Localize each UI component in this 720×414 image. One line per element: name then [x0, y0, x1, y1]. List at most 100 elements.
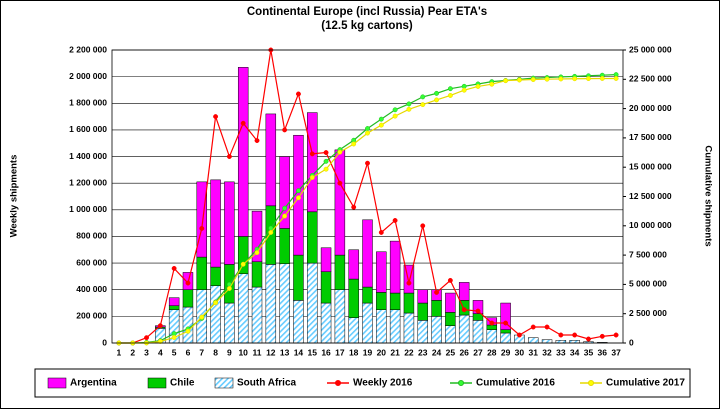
y2-tick-label: 17 500 000 [629, 132, 672, 142]
line-marker [503, 320, 509, 326]
x-tick-label: 2 [130, 347, 135, 357]
y2-tick-label: 5 000 000 [629, 279, 667, 289]
x-tick-label: 23 [418, 347, 428, 357]
x-tick-label: 37 [611, 347, 621, 357]
line-marker [282, 127, 288, 133]
y-tick-label: 1 600 000 [69, 124, 107, 134]
x-tick-label: 16 [321, 347, 331, 357]
line-marker [613, 332, 619, 338]
line-marker [447, 277, 453, 283]
bar [431, 316, 442, 344]
bar [472, 300, 484, 314]
x-tick-label: 25 [446, 347, 456, 357]
x-tick-label: 27 [473, 347, 483, 357]
line-marker [323, 166, 329, 172]
bar [458, 314, 470, 344]
y2-tick-label: 2 500 000 [629, 308, 667, 318]
line-marker [240, 261, 246, 267]
line-marker [613, 76, 619, 81]
bar [334, 149, 346, 256]
legend-label: Weekly 2016 [353, 378, 413, 389]
line-marker [406, 101, 412, 107]
bar [307, 262, 318, 344]
x-tick-label: 18 [349, 347, 359, 357]
y-tick-label: 2 200 000 [69, 44, 107, 54]
y2-tick-label: 0 [629, 337, 634, 347]
x-tick-label: 8 [213, 347, 218, 357]
bar [389, 240, 401, 294]
bar [334, 289, 346, 344]
line-marker [489, 81, 495, 87]
line-marker [157, 339, 163, 344]
bar [417, 289, 428, 304]
bar [210, 179, 221, 268]
line-marker [544, 324, 550, 330]
x-tick-label: 36 [598, 347, 608, 357]
bar [376, 251, 387, 293]
line-marker [157, 323, 163, 329]
bar [472, 320, 484, 344]
bar [168, 297, 180, 306]
bar [431, 300, 442, 317]
bar [458, 282, 470, 301]
line-marker [282, 213, 288, 219]
line-marker [572, 76, 578, 82]
line-marker [420, 223, 426, 229]
y-tick-label: 1 400 000 [69, 151, 107, 161]
x-tick-label: 33 [556, 347, 566, 357]
line-marker [586, 336, 591, 342]
bar [320, 247, 332, 272]
line-marker [351, 141, 357, 147]
bar [320, 271, 332, 304]
x-tick-label: 14 [294, 347, 304, 357]
x-tick-label: 6 [186, 347, 191, 357]
line-marker [447, 86, 453, 92]
bar [237, 273, 249, 344]
bar [348, 278, 359, 318]
bar [403, 292, 415, 314]
x-tick-label: 29 [501, 347, 511, 357]
y2-tick-label: 7 500 000 [629, 249, 667, 259]
bar [376, 309, 387, 344]
line-marker [309, 175, 315, 180]
legend-label: Argentina [70, 378, 117, 389]
x-tick-label: 26 [459, 347, 469, 357]
bar [293, 300, 304, 344]
y-tick-label: 1 200 000 [69, 177, 107, 187]
x-tick-label: 5 [172, 347, 177, 357]
x-tick-label: 24 [432, 347, 442, 357]
line-marker [171, 265, 177, 271]
x-tick-label: 35 [584, 347, 594, 357]
bar [486, 324, 498, 330]
line-marker [185, 328, 191, 334]
legend-swatch [214, 377, 234, 389]
y-tick-label: 400 000 [76, 284, 107, 294]
y2-tick-label: 22 500 000 [629, 74, 672, 84]
bar [403, 312, 415, 344]
line-marker [434, 289, 440, 295]
bar [445, 292, 456, 313]
y2-tick-label: 10 000 000 [629, 220, 672, 230]
bar [348, 249, 359, 280]
x-tick-label: 7 [199, 347, 204, 357]
line-marker [558, 76, 564, 82]
legend-label: Chile [170, 378, 195, 389]
line-marker [213, 300, 219, 306]
x-tick-label: 15 [308, 347, 318, 357]
line-marker [365, 160, 370, 166]
bar [445, 325, 456, 344]
legend-swatch [588, 380, 594, 386]
bar [251, 261, 263, 288]
line-marker [530, 324, 536, 330]
line-marker [544, 76, 550, 82]
x-tick-label: 30 [515, 347, 525, 357]
bar [182, 306, 194, 344]
line-marker [392, 107, 398, 113]
line-marker [434, 97, 440, 103]
x-tick-label: 34 [570, 347, 580, 357]
bar [265, 264, 277, 344]
y-tick-label: 0 [102, 337, 107, 347]
bar [210, 285, 221, 344]
legend-swatch [47, 377, 67, 389]
